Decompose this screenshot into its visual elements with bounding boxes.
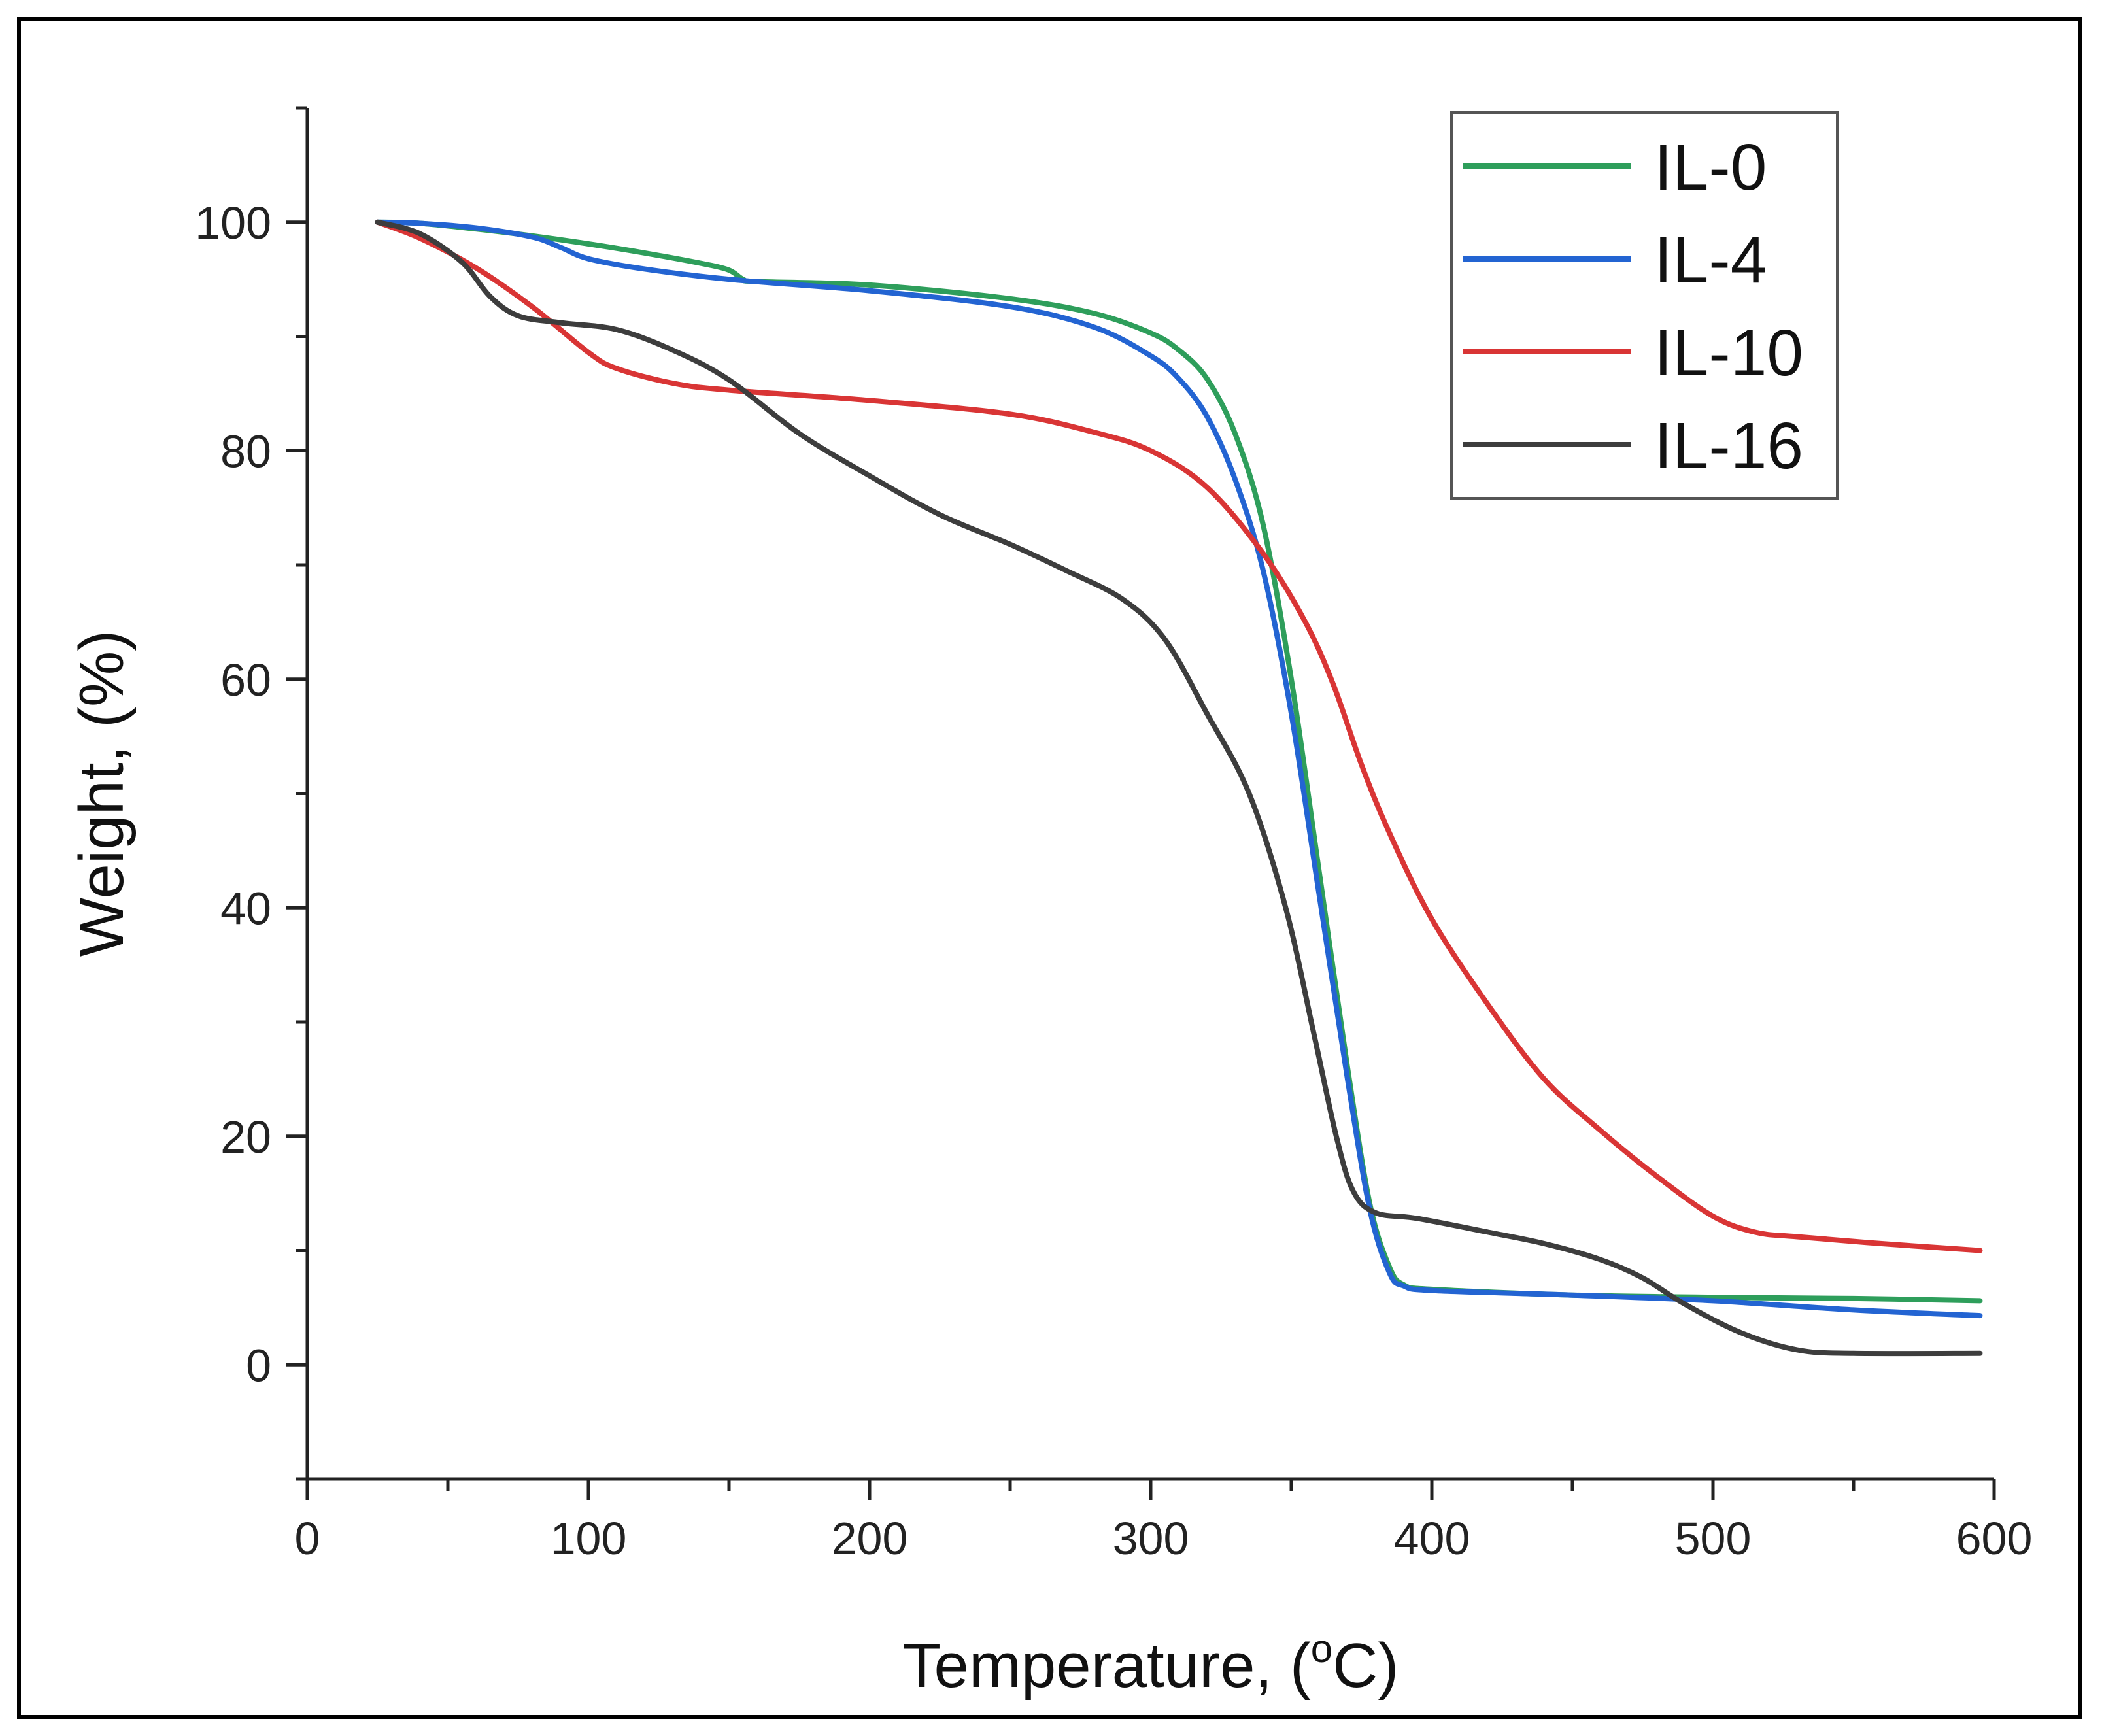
x-tick-label: 600 xyxy=(1956,1513,2033,1564)
y-tick-label: 40 xyxy=(220,883,271,934)
x-tick-label: 200 xyxy=(832,1513,908,1564)
y-axis-ticks: 0 20 40 60 80 100 xyxy=(195,106,307,1481)
x-tick-label: 300 xyxy=(1113,1513,1189,1564)
y-tick-label: 100 xyxy=(195,197,271,248)
x-axis-title-superscript: o xyxy=(1311,1627,1332,1671)
x-axis-title: Temperature, (oC) xyxy=(903,1627,1399,1701)
x-tick-label: 500 xyxy=(1675,1513,1752,1564)
y-tick-label: 0 xyxy=(246,1340,271,1391)
x-tick-label: 100 xyxy=(551,1513,627,1564)
series-line-il-16 xyxy=(375,219,1983,1357)
y-tick-label: 60 xyxy=(220,655,271,706)
x-axis-ticks: 0 100 200 300 400 500 600 xyxy=(295,1479,2033,1564)
legend-item-il-0: IL-0 xyxy=(1463,131,1767,204)
x-tick-label: 0 xyxy=(295,1513,320,1564)
series-lines xyxy=(375,219,1983,1357)
legend-label: IL-16 xyxy=(1654,409,1803,483)
legend: IL-0 IL-4 IL-10 IL-16 xyxy=(1450,111,1839,500)
legend-label: IL-4 xyxy=(1654,224,1767,297)
y-axis-title: Weight, (%) xyxy=(67,630,137,957)
series-line-il-10 xyxy=(375,219,1983,1253)
legend-label: IL-0 xyxy=(1654,131,1767,204)
legend-item-il-16: IL-16 xyxy=(1463,409,1803,483)
series-line-il-4 xyxy=(375,219,1983,1319)
legend-item-il-10: IL-10 xyxy=(1463,316,1803,390)
legend-box xyxy=(1450,111,1839,500)
x-tick-label: 400 xyxy=(1394,1513,1470,1564)
y-tick-label: 80 xyxy=(220,426,271,477)
y-tick-label: 20 xyxy=(220,1112,271,1163)
legend-label: IL-10 xyxy=(1654,316,1803,390)
legend-item-il-4: IL-4 xyxy=(1463,224,1767,297)
